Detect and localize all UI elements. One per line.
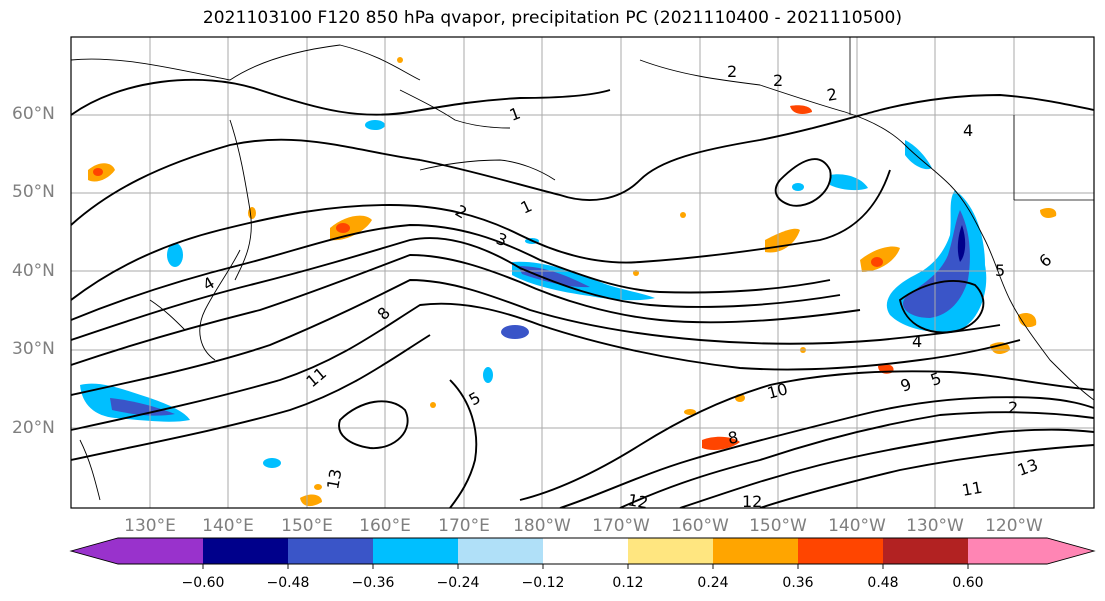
longitude-label: 160°E: [359, 516, 411, 536]
precip-spot-pos: [397, 57, 403, 63]
contour-label: 12: [742, 492, 762, 511]
latitude-label: 20°N: [12, 418, 55, 438]
precip-spot-pos: [336, 223, 350, 233]
contour-label: 13: [323, 467, 345, 490]
contour-label: 4: [963, 121, 973, 140]
precip-spot-pos: [871, 257, 883, 267]
colorbar-tick-label: 0.48: [867, 575, 899, 591]
longitude-label: 120°W: [985, 516, 1043, 536]
precip-spot: [483, 367, 493, 383]
latitude-label: 40°N: [12, 261, 55, 281]
precip-spot: [501, 325, 529, 339]
precip-spot: [263, 458, 281, 468]
latitude-label: 60°N: [12, 104, 55, 124]
precip-spot: [365, 120, 385, 130]
colorbar-tick-label: 0.36: [782, 575, 814, 591]
colorbar-swatch: [968, 538, 1047, 564]
colorbar-outline: [69, 537, 1096, 565]
precip-patch-gulf-alaska: [830, 174, 868, 191]
colorbar-tick-label: −0.36: [351, 575, 395, 591]
colorbar-tick-label: 0.24: [697, 575, 729, 591]
longitude-label: 130°E: [124, 516, 176, 536]
colorbar-swatch: [118, 538, 203, 564]
colorbar-swatch: [458, 538, 543, 564]
latitude-label: 50°N: [12, 182, 55, 202]
colorbar-swatch: [543, 538, 628, 564]
colorbar-swatch: [203, 538, 288, 564]
colorbar-tick-label: −0.60: [181, 575, 225, 591]
colorbar-swatch: [628, 538, 713, 564]
colorbar-swatch: [798, 538, 883, 564]
colorbar: [69, 537, 1096, 569]
contour-label: 2: [825, 84, 838, 104]
latitude-label: 30°N: [12, 339, 55, 359]
longitude-label: 150°E: [281, 516, 333, 536]
contour-label: 4: [912, 332, 922, 351]
precip-patch-pos: [1018, 313, 1037, 328]
longitude-label: 130°W: [906, 516, 964, 536]
precip-patch-pos: [790, 105, 812, 114]
precip-patch-bc-coast: [905, 140, 932, 170]
precip-spot-pos: [430, 402, 436, 408]
colorbar-max-extension: [1047, 538, 1094, 564]
colorbar-tick-label: −0.12: [521, 575, 565, 591]
precip-patch-pos: [300, 494, 322, 507]
precip-patch-pos: [702, 436, 740, 450]
longitude-label: 180°W: [513, 516, 571, 536]
colorbar-tick-label: 0.12: [612, 575, 644, 591]
colorbar-tick-label: −0.24: [436, 575, 480, 591]
contour-label: 5: [995, 261, 1005, 280]
longitude-label: 170°E: [438, 516, 490, 536]
precip-spot: [792, 183, 804, 191]
precip-spot: [167, 243, 183, 267]
colorbar-swatch: [288, 538, 373, 564]
coastlines: [71, 37, 1094, 501]
contour-label: 11: [960, 478, 983, 500]
contour-label: 2: [727, 62, 737, 81]
contour-label-group: 1 1 2 2 2 3 4 4 4 5 5 6 8 8 9 10 11 11 1…: [200, 62, 1056, 512]
precip-spot-pos: [314, 484, 322, 490]
plot-frame: [70, 36, 1095, 509]
contour-label: 2: [1008, 398, 1018, 417]
longitude-label: 140°E: [202, 516, 254, 536]
contour-label: 12: [626, 490, 649, 512]
longitude-label: 170°W: [592, 516, 650, 536]
precip-spot-pos: [93, 168, 103, 176]
colorbar-swatch: [713, 538, 798, 564]
longitude-label: 140°W: [828, 516, 886, 536]
colorbar-swatch: [883, 538, 968, 564]
precip-patch-west-coast-core: [957, 225, 966, 262]
precip-spot-pos: [248, 207, 256, 219]
contour-label: 8: [726, 427, 739, 447]
graticule: [71, 37, 1094, 508]
precip-spot-pos: [680, 212, 686, 218]
colorbar-swatch: [373, 538, 458, 564]
contour-label: 10: [765, 379, 790, 403]
precip-patch-pos: [990, 342, 1010, 355]
qvapor-contours: [71, 78, 1094, 508]
precip-patch-pos: [1040, 208, 1057, 218]
longitude-label: 150°W: [749, 516, 807, 536]
contour-label: 2: [773, 71, 783, 90]
colorbar-tick-label: 0.60: [952, 575, 984, 591]
colorbar-min-extension: [71, 538, 118, 564]
colorbar-tick-label: −0.48: [266, 575, 310, 591]
precip-spot-pos: [684, 409, 696, 415]
longitude-label: 160°W: [671, 516, 729, 536]
precip-patch-west-coast-inner: [902, 210, 970, 318]
precip-patch-pos: [330, 215, 372, 241]
map-title: 2021103100 F120 850 hPa qvapor, precipit…: [202, 8, 903, 28]
